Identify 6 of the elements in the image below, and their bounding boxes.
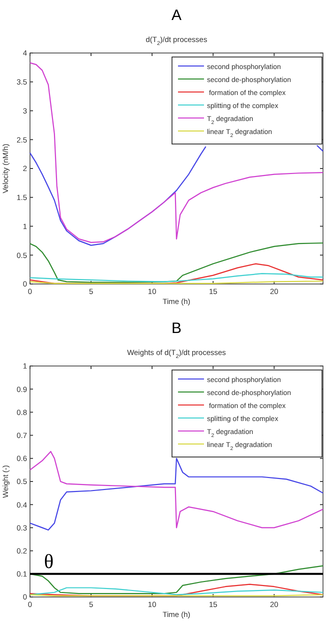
ref-line-label: θ bbox=[44, 550, 54, 573]
line-series bbox=[29, 273, 324, 282]
chart-title: B bbox=[171, 320, 182, 337]
line-series bbox=[29, 62, 324, 243]
line-series bbox=[29, 242, 324, 283]
chart-title: A bbox=[171, 7, 182, 24]
